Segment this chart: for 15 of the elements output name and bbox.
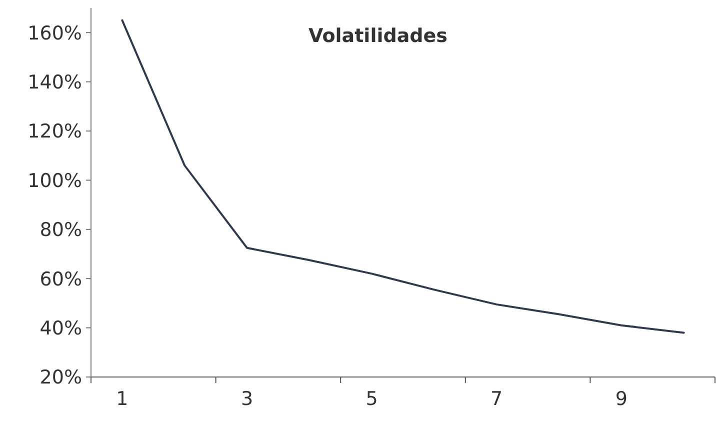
y-tick-label: 140%	[28, 71, 82, 94]
x-tick-label: 7	[490, 388, 503, 410]
y-tick-label: 20%	[40, 366, 82, 389]
y-tick-label: 100%	[28, 170, 82, 192]
y-tick-label: 80%	[40, 219, 82, 242]
y-tick-label: 120%	[28, 120, 82, 143]
x-tick-label: 1	[116, 388, 128, 410]
y-tick-label: 160%	[28, 22, 82, 44]
x-tick-label: 3	[240, 388, 254, 410]
line-series	[121, 19, 685, 334]
text: Volatilidades	[308, 25, 448, 47]
y-tick-label: 60%	[40, 268, 82, 290]
x-tick-label: 9	[615, 388, 628, 410]
y-tick-label: 40%	[40, 317, 82, 340]
x-tick-label: 5	[366, 388, 378, 410]
